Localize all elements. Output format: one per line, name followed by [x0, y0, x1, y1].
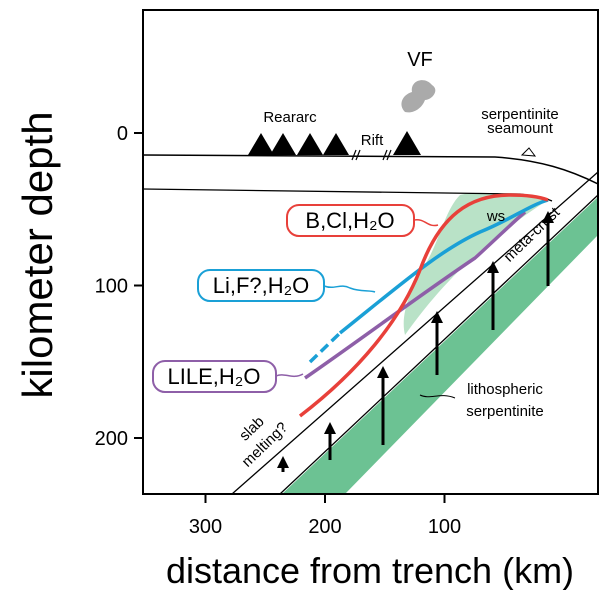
b-curve	[298, 193, 549, 418]
vf-label: VF	[407, 49, 433, 71]
seamount-label: serpentinite	[481, 106, 559, 123]
rift-label: Rift	[361, 132, 384, 149]
x-tick-label: 200	[308, 516, 341, 538]
crust-base	[279, 194, 598, 494]
leader	[419, 394, 456, 399]
y-tick-label: 100	[95, 276, 128, 298]
y-tick-label: 200	[95, 428, 128, 450]
fluid-box	[197, 269, 325, 302]
y-tick-label: 0	[117, 123, 128, 145]
x-axis-label: distance from trench (km)	[166, 550, 574, 590]
frame	[142, 9, 599, 495]
x-tick-label: 100	[428, 516, 461, 538]
leader	[275, 373, 304, 378]
rift-marks	[351, 149, 392, 161]
fluid-label: B,Cl,H₂O	[305, 208, 394, 233]
fluid-box	[286, 204, 415, 237]
lith-label: serpentinite	[466, 403, 544, 420]
fluid-label: Li,F?,H₂O	[213, 273, 310, 298]
li-curve-dashed	[308, 331, 342, 364]
ws-label: ws	[486, 208, 505, 225]
cross-section	[143, 154, 598, 494]
rear-arc-volcanoes	[248, 131, 421, 155]
surface	[143, 154, 598, 185]
leader	[413, 219, 439, 227]
seamount-label: seamount	[487, 120, 554, 137]
seamount	[520, 147, 537, 157]
fluid-label: LILE,H₂O	[168, 364, 261, 389]
y-axis-label: kilometer depth	[14, 111, 61, 398]
leader	[323, 285, 376, 293]
lile-curve	[304, 210, 527, 380]
rearc-label: Reararc	[263, 109, 317, 126]
fluid-box	[152, 360, 277, 393]
lith-label: lithospheric	[467, 381, 543, 398]
li-curve	[338, 198, 549, 335]
volcanic-plume	[401, 80, 436, 113]
x-tick-label: 300	[189, 516, 222, 538]
slab-top	[231, 171, 598, 494]
serpentinite-band	[282, 197, 598, 494]
arrows	[277, 211, 554, 472]
